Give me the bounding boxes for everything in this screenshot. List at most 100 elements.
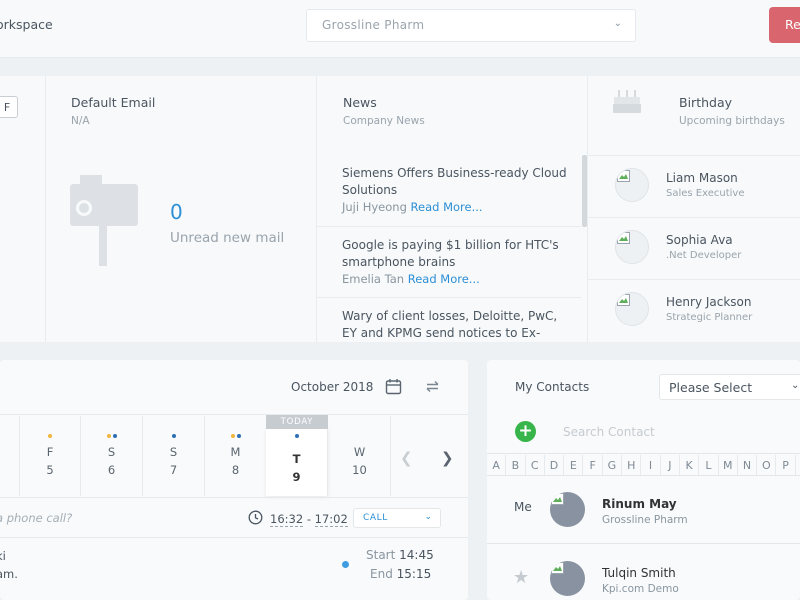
birthday-cake-icon <box>613 90 641 113</box>
today-tag: TODAY <box>266 415 328 429</box>
news-item-meta: Emelia Tan Read More... <box>342 272 571 286</box>
news-item-title: Wary of client losses, Deloitte, PwC, EY… <box>342 309 558 340</box>
alphabet-letter[interactable]: H <box>622 455 642 475</box>
primary-action-button[interactable]: Re <box>769 7 800 43</box>
news-item[interactable]: Google is paying $1 billion for HTC's sm… <box>317 226 581 298</box>
read-more-link[interactable]: Read More... <box>407 272 480 286</box>
divider <box>0 537 468 538</box>
call-subject-input[interactable]: a phone call? <box>0 511 73 525</box>
column-divider <box>316 76 317 342</box>
alphabet-filter: ABCDEFGHIJKLMNOPQ <box>487 453 800 476</box>
alphabet-letter[interactable]: O <box>757 455 777 475</box>
news-item[interactable]: Wary of client losses, Deloitte, PwC, EY… <box>317 297 581 342</box>
alphabet-letter[interactable]: L <box>699 455 719 475</box>
unread-mail-count[interactable]: 0 <box>170 200 183 224</box>
contact-tag: Me <box>514 500 532 514</box>
activity-type-select[interactable]: CALL ⌄ <box>353 508 441 528</box>
chevron-right-icon[interactable]: ❯ <box>441 449 454 467</box>
swap-icon[interactable] <box>424 378 441 395</box>
star-icon[interactable]: ★ <box>513 567 530 588</box>
news-subtitle: Company News <box>343 115 425 127</box>
person-name: Henry Jackson <box>666 295 752 309</box>
birthday-person[interactable]: Liam Mason Sales Executive <box>588 155 800 217</box>
alphabet-letter[interactable]: J <box>661 455 680 475</box>
day-number: 9 <box>292 470 301 484</box>
news-item-title: Google is paying $1 billion for HTC's sm… <box>342 238 559 269</box>
f-badge[interactable]: F <box>0 96 18 118</box>
birthday-person[interactable]: Henry Jackson Strategic Planner <box>588 279 800 341</box>
time-end[interactable]: 17:02 <box>314 512 348 527</box>
broken-image-icon <box>617 232 630 244</box>
day-number: 6 <box>107 463 116 477</box>
news-item-author: Emelia Tan <box>342 272 405 286</box>
person-role: Sales Executive <box>666 188 745 199</box>
alphabet-letter[interactable]: E <box>564 455 584 475</box>
alphabet-letter[interactable]: D <box>545 455 565 475</box>
broken-image-icon <box>551 493 564 505</box>
news-item[interactable]: Siemens Offers Business-ready Cloud Solu… <box>317 155 581 227</box>
avatar <box>550 561 585 596</box>
day-number: 7 <box>169 463 178 477</box>
contacts-filter-select[interactable]: Please Select ⌄ <box>659 374 800 400</box>
alphabet-letter[interactable]: M <box>719 455 738 475</box>
alphabet-letter[interactable]: N <box>738 455 758 475</box>
event-dots <box>205 416 266 438</box>
read-more-link[interactable]: Read More... <box>410 200 483 214</box>
day-number: 8 <box>231 463 240 477</box>
alphabet-letter[interactable]: G <box>603 455 623 475</box>
event-start: Start 14:45 <box>366 548 434 562</box>
event-dots <box>266 428 327 440</box>
birthday-subtitle: Upcoming birthdays <box>679 115 785 127</box>
unread-mail-label: Unread new mail <box>170 230 285 246</box>
day-of-week: M <box>230 445 241 459</box>
calendar-month: October 2018 <box>291 380 374 394</box>
event-dot <box>171 434 176 438</box>
search-contact-input[interactable]: Search Contact <box>563 425 655 439</box>
day-of-week: S <box>169 445 178 459</box>
birthday-person[interactable]: Sophia Ava .Net Developer <box>588 217 800 279</box>
contact-row[interactable]: Me Rinum May Grossline Pharm <box>487 476 800 544</box>
alphabet-letter[interactable]: I <box>641 455 661 475</box>
contacts-filter-value: Please Select <box>669 380 753 395</box>
alphabet-letter[interactable]: B <box>506 455 526 475</box>
event-title[interactable]: ki <box>0 549 6 563</box>
alphabet-letter[interactable]: K <box>680 455 700 475</box>
chevron-down-icon: ⌄ <box>791 380 800 391</box>
time-start[interactable]: 16:32 <box>270 512 304 527</box>
event-dot <box>230 434 235 438</box>
alphabet-letter[interactable]: C <box>526 455 545 475</box>
chevron-left-icon[interactable]: ❮ <box>400 449 413 467</box>
news-scrollbar[interactable] <box>582 155 587 227</box>
alphabet-letter[interactable]: P <box>776 455 796 475</box>
broken-image-icon <box>551 562 564 574</box>
event-end-label: End <box>370 567 393 581</box>
time-separator: - <box>306 512 311 526</box>
event-dot <box>106 434 111 438</box>
broken-image-icon <box>617 294 630 306</box>
column-divider <box>587 76 588 342</box>
calendar-icon[interactable] <box>385 378 402 395</box>
contacts-card <box>487 360 800 600</box>
contact-company: Kpi.com Demo <box>602 583 679 595</box>
news-title: News <box>343 95 377 110</box>
mailbox-icon <box>70 175 138 266</box>
alphabet-letter[interactable]: Q <box>796 455 800 475</box>
news-item-meta: Juji Hyeong Read More... <box>342 200 571 214</box>
event-start-label: Start <box>366 548 396 562</box>
day-number: 10 <box>352 463 367 477</box>
contact-row[interactable]: ★ Tulqin Smith Kpi.com Demo <box>487 545 800 600</box>
company-select[interactable]: Grossline Pharm ⌄ <box>306 9 636 42</box>
alphabet-letter[interactable]: A <box>487 455 507 475</box>
calendar-day[interactable]: W 10 <box>329 416 391 496</box>
time-range[interactable]: 16:32 - 17:02 <box>270 512 348 527</box>
event-dots <box>20 416 80 438</box>
day-of-week: F <box>46 445 54 459</box>
day-of-week: S <box>107 445 116 459</box>
add-contact-button[interactable]: + <box>515 421 536 442</box>
alphabet-letter[interactable]: F <box>583 455 603 475</box>
